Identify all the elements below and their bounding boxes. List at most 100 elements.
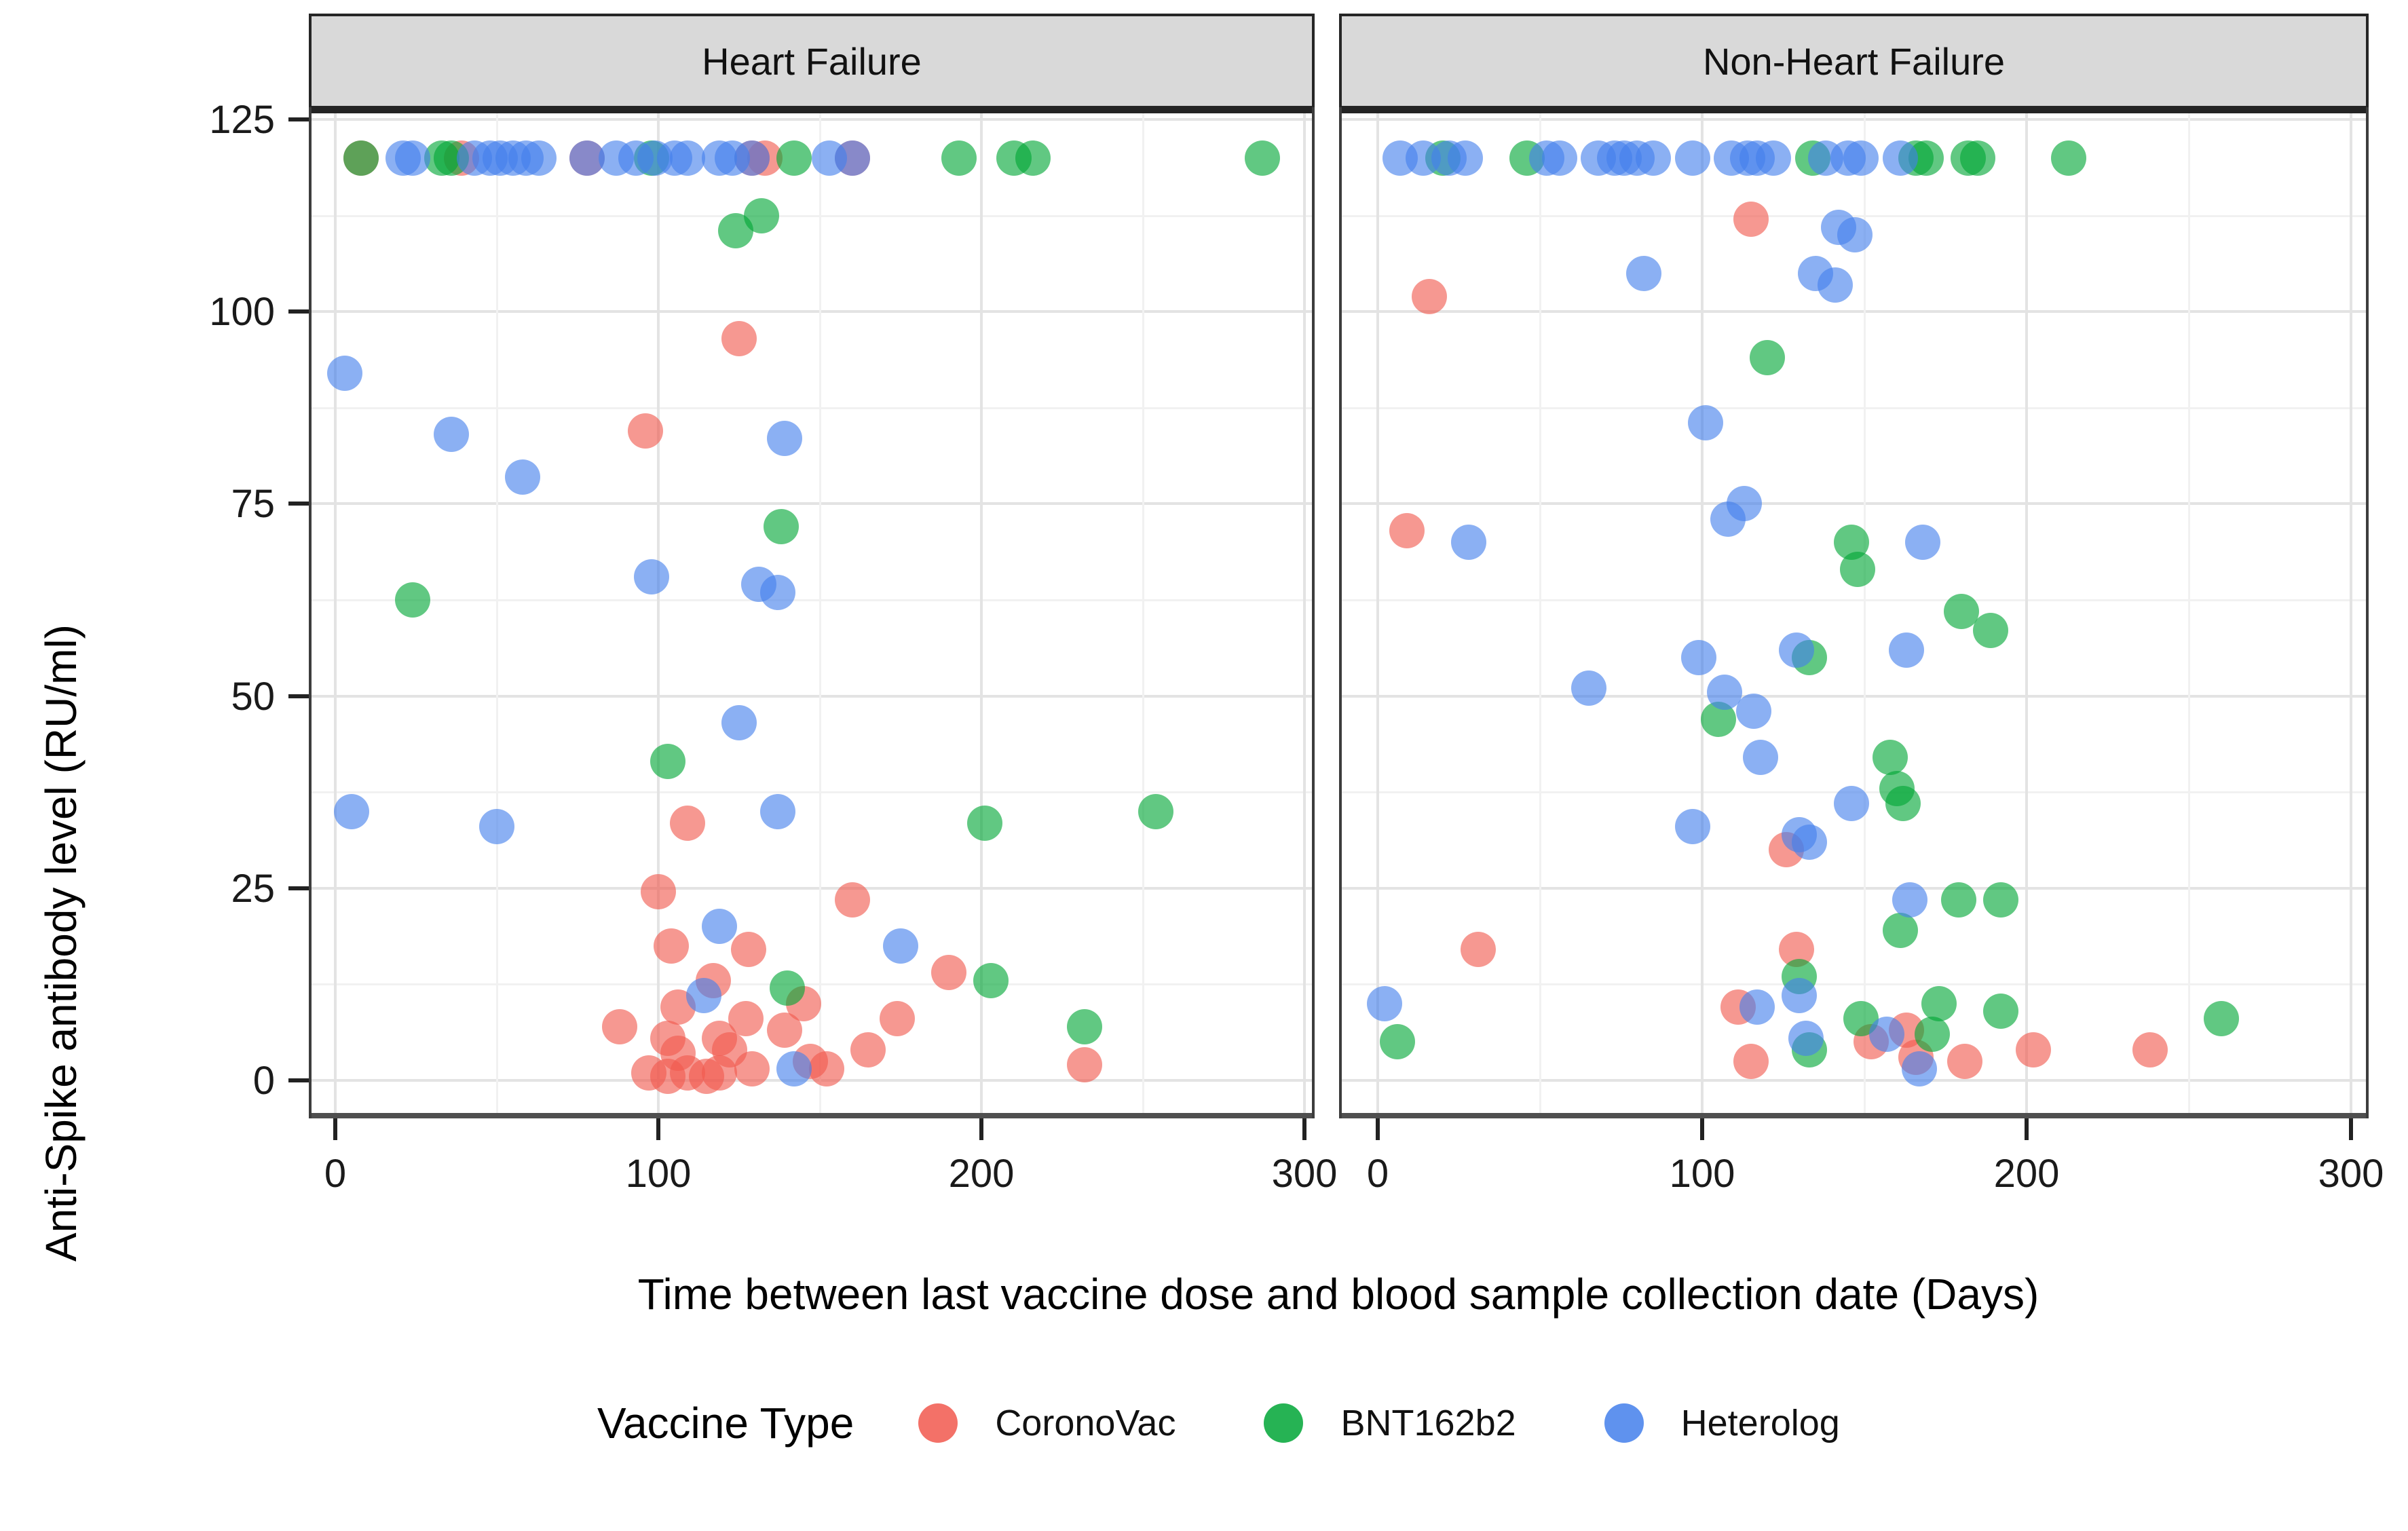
data-point-coronovac	[1067, 1047, 1103, 1083]
legend-swatch-coronovac	[918, 1403, 958, 1443]
data-point-bnt162b2	[973, 962, 1009, 998]
data-point-heterolog	[685, 978, 721, 1014]
data-point-bnt162b2	[1973, 613, 2009, 649]
data-point-coronovac	[2015, 1032, 2051, 1067]
data-point-bnt162b2	[1921, 985, 1957, 1021]
data-point-coronovac	[834, 882, 870, 918]
gridline	[1339, 599, 2369, 601]
y-tick-mark	[288, 309, 309, 314]
data-point-heterolog	[1905, 525, 1941, 561]
data-point-heterolog	[1843, 140, 1879, 176]
data-point-heterolog	[1450, 525, 1486, 561]
y-tick-label: 100	[209, 290, 275, 335]
gridline	[657, 107, 660, 1118]
data-point-bnt162b2	[1749, 340, 1785, 376]
data-point-heterolog	[634, 559, 670, 595]
data-point-heterolog	[434, 417, 470, 453]
data-point-heterolog	[1736, 694, 1772, 730]
x-tick-label: 300	[2318, 1152, 2384, 1196]
data-point-heterolog	[776, 1051, 812, 1086]
legend-entry: Heterolog	[1604, 1402, 1840, 1444]
y-tick-mark	[288, 886, 309, 890]
data-point-coronovac	[627, 413, 663, 449]
data-point-bnt162b2	[776, 140, 812, 176]
x-tick-label: 0	[324, 1152, 347, 1196]
plot-panel	[1339, 107, 2369, 1118]
y-tick-label: 25	[231, 866, 275, 911]
x-tick-mark	[1302, 1118, 1306, 1140]
data-point-coronovac	[1389, 513, 1425, 549]
data-point-heterolog	[1791, 824, 1827, 860]
x-tick-mark	[2025, 1118, 2029, 1140]
data-point-heterolog	[1889, 632, 1925, 668]
data-point-bnt162b2	[1982, 882, 2018, 918]
data-point-coronovac	[766, 1013, 802, 1048]
legend-entry-label: BNT162b2	[1340, 1403, 1516, 1443]
x-tick-mark	[1700, 1118, 1704, 1140]
data-point-heterolog	[1882, 140, 1918, 176]
data-point-coronovac	[880, 1001, 916, 1037]
y-tick-label: 125	[209, 98, 275, 142]
data-point-bnt162b2	[763, 509, 799, 545]
gridline	[1339, 502, 2369, 506]
y-tick-label: 0	[252, 1059, 275, 1103]
gridline	[1701, 107, 1704, 1118]
data-point-heterolog	[1756, 140, 1792, 176]
y-tick-mark	[288, 694, 309, 698]
data-point-heterolog	[760, 574, 796, 610]
data-point-bnt162b2	[1940, 882, 1976, 918]
data-point-heterolog	[1743, 740, 1779, 776]
gridline	[1339, 886, 2369, 890]
data-point-coronovac	[1461, 932, 1497, 968]
data-point-heterolog	[1833, 786, 1869, 822]
data-point-coronovac	[650, 1059, 686, 1095]
data-point-heterolog	[702, 909, 738, 945]
data-point-bnt162b2	[966, 805, 1002, 841]
gridline	[1339, 407, 2369, 409]
data-point-coronovac	[734, 1051, 770, 1086]
gridline	[1303, 107, 1306, 1118]
gridline	[1142, 107, 1144, 1118]
panel-bottom-axis-line	[1339, 1113, 2369, 1118]
data-point-bnt162b2	[1873, 740, 1908, 776]
gridline	[309, 791, 1315, 794]
data-point-heterolog	[883, 928, 918, 964]
legend-title: Vaccine Type	[597, 1399, 854, 1448]
y-tick-mark	[288, 502, 309, 506]
data-point-bnt162b2	[343, 140, 379, 176]
data-point-heterolog	[1778, 632, 1814, 668]
data-point-coronovac	[1733, 202, 1769, 238]
y-tick-mark	[288, 117, 309, 121]
gridline	[309, 118, 1315, 121]
plot-panel	[309, 107, 1315, 1118]
data-point-bnt162b2	[650, 743, 686, 779]
data-point-bnt162b2	[2203, 1001, 2239, 1037]
data-point-bnt162b2	[1885, 786, 1921, 822]
gridline	[309, 983, 1315, 986]
data-point-heterolog	[766, 421, 802, 457]
gridline	[1376, 107, 1379, 1118]
panel-bottom-axis-line	[309, 1113, 1315, 1118]
gridline	[1339, 694, 2369, 698]
gridline	[496, 107, 498, 1118]
x-axis-title: Time between last vaccine dose and blood…	[637, 1270, 2039, 1319]
data-point-heterolog	[521, 140, 557, 176]
data-point-heterolog	[395, 140, 431, 176]
data-point-heterolog	[1636, 140, 1672, 176]
gridline	[1339, 983, 2369, 986]
gridline	[980, 107, 983, 1118]
y-tick-label: 50	[231, 674, 275, 719]
data-point-heterolog	[327, 355, 363, 391]
data-point-heterolog	[1625, 255, 1661, 291]
data-point-bnt162b2	[1882, 913, 1918, 949]
data-point-bnt162b2	[1840, 551, 1876, 587]
x-tick-mark	[1376, 1118, 1380, 1140]
data-point-coronovac	[731, 932, 767, 968]
data-point-heterolog	[1681, 639, 1717, 675]
x-tick-label: 200	[948, 1152, 1015, 1196]
gridline	[309, 599, 1315, 601]
data-point-heterolog	[1788, 1020, 1824, 1056]
data-point-coronovac	[808, 1051, 844, 1086]
legend-entry-label: CoronoVac	[995, 1403, 1176, 1443]
